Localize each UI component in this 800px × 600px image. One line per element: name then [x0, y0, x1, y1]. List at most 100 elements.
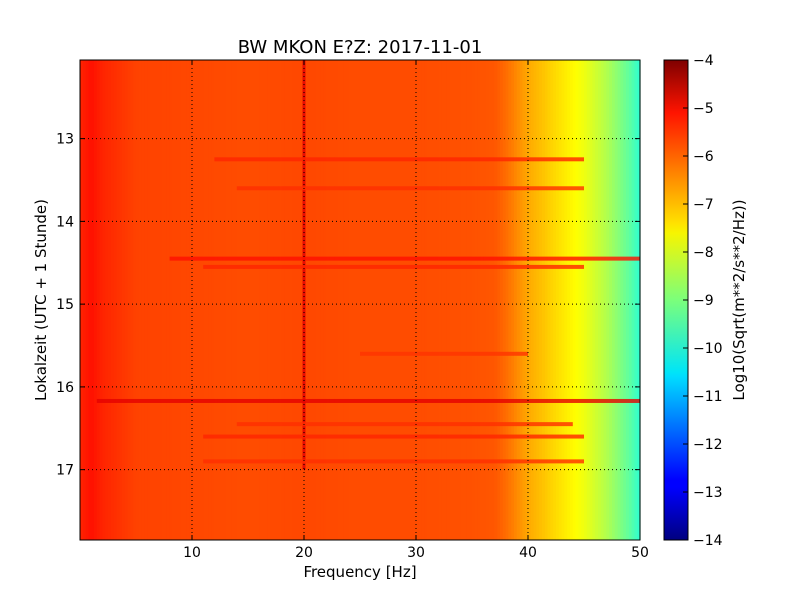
spectrum-column	[539, 60, 543, 540]
spectrum-column	[172, 60, 176, 540]
spectrum-column	[340, 60, 344, 540]
spectrum-column	[284, 60, 288, 540]
plot-frame	[79, 59, 641, 541]
spectrum-column	[175, 60, 179, 540]
spectrum-column	[234, 60, 238, 540]
spectrum-column	[581, 60, 585, 540]
chart-title: BW MKON E?Z: 2017-11-01	[238, 37, 483, 58]
spectrum-column	[584, 60, 588, 540]
spectrum-column	[536, 60, 540, 540]
spectrum-column	[491, 60, 495, 540]
spectrum-column	[298, 60, 302, 540]
spectrum-column	[236, 60, 241, 540]
spectrum-column	[407, 60, 411, 540]
spectrum-column	[430, 60, 434, 540]
spectrum-column	[427, 60, 431, 540]
spectrum-column	[248, 60, 252, 540]
x-axis-label: Frequency [Hz]	[303, 563, 416, 581]
spectrum-column	[533, 60, 537, 540]
spectrum-column	[620, 60, 624, 540]
spectrum-column	[127, 60, 131, 540]
spectrum-column	[169, 60, 173, 540]
spectrum-column	[438, 60, 442, 540]
spectrum-column	[497, 60, 501, 540]
spectrum-column	[410, 60, 414, 540]
spectrum-column	[603, 60, 607, 540]
colorbar-tick-label: −9	[693, 293, 714, 309]
spectrum-column	[119, 60, 123, 540]
spectrum-column	[348, 60, 353, 540]
x-axis-ticks: 10 20 30 40 50	[183, 60, 649, 561]
spectrum-column	[206, 60, 210, 540]
time-band	[203, 434, 584, 439]
spectrum-column	[382, 60, 386, 540]
spectrum-column	[278, 60, 283, 540]
spectrum-column	[435, 60, 439, 540]
y-tick-label: 15	[56, 297, 74, 313]
spectrum-column	[197, 60, 201, 540]
spectrum-column	[486, 60, 490, 540]
spectrum-column	[239, 60, 243, 540]
colorbar-tick-label: −4	[693, 53, 714, 69]
spectrum-column	[91, 60, 95, 540]
spectrum-column	[480, 60, 484, 540]
spectrum-column	[152, 60, 157, 540]
spectrum-column	[393, 60, 397, 540]
spectrum-column	[225, 60, 229, 540]
spectrum-column	[290, 60, 294, 540]
x-tick-label: 50	[631, 545, 649, 561]
spectrum-column	[472, 60, 476, 540]
spectrum-column	[183, 60, 187, 540]
spectrum-column	[346, 60, 350, 540]
spectrum-column	[351, 60, 355, 540]
spectrum-column	[589, 60, 593, 540]
spectrum-column	[494, 60, 498, 540]
spectrum-column	[245, 60, 249, 540]
spectrum-column	[276, 60, 280, 540]
spectrum-column	[110, 60, 115, 540]
spectrum-column	[80, 60, 84, 540]
spectrum-column	[270, 60, 274, 540]
spectrum-column	[390, 60, 395, 540]
spectrum-column	[306, 60, 311, 540]
spectrum-column	[379, 60, 383, 540]
colorbar-tick-label: −14	[693, 533, 723, 549]
spectrum-column	[634, 60, 638, 540]
colorbar-tick-label: −8	[693, 245, 714, 261]
spectrum-column	[413, 60, 417, 540]
y-axis-label: Lokalzeit (UTC + 1 Stunde)	[32, 199, 50, 401]
spectrum-column	[547, 60, 551, 540]
spectrum-column	[592, 60, 596, 540]
spectrum-column	[189, 60, 193, 540]
spectrum-column	[186, 60, 190, 540]
spectrum-column	[502, 60, 507, 540]
spectrum-column	[446, 60, 451, 540]
spectrum-column	[124, 60, 129, 540]
spectrum-column	[469, 60, 473, 540]
spectrum-column	[421, 60, 425, 540]
spectrum-column	[388, 60, 392, 540]
spectrum-column	[273, 60, 277, 540]
spectrum-column	[617, 60, 621, 540]
colorbar-tick-label: −6	[693, 149, 714, 165]
spectrum-column	[578, 60, 582, 540]
spectrum-column	[334, 60, 339, 540]
spectrum-column	[558, 60, 563, 540]
spectrum-column	[550, 60, 554, 540]
spectrum-column	[399, 60, 403, 540]
spectrum-column	[561, 60, 565, 540]
spectrum-column	[194, 60, 199, 540]
spectrum-column	[262, 60, 266, 540]
spectrum-column	[220, 60, 224, 540]
spectrum-column	[455, 60, 459, 540]
spectrum-column	[178, 60, 182, 540]
spectrum-column	[463, 60, 467, 540]
spectrum-column	[598, 60, 602, 540]
spectrum-column	[508, 60, 512, 540]
spectrum-column	[166, 60, 171, 540]
spectrum-column	[113, 60, 117, 540]
spectrum-column	[416, 60, 420, 540]
colorbar-tick-label: −13	[693, 485, 723, 501]
spectrum-column	[460, 60, 465, 540]
